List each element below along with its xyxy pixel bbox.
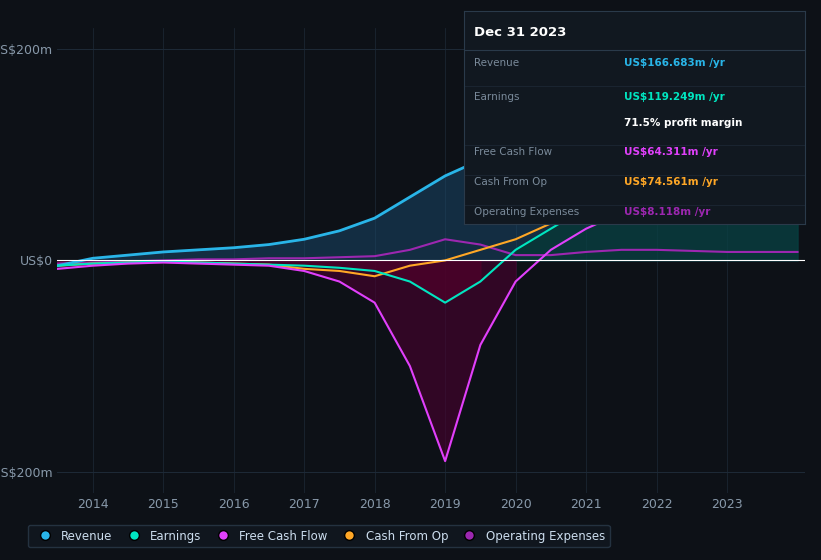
Text: Revenue: Revenue [474,58,519,68]
Text: Dec 31 2023: Dec 31 2023 [474,26,566,39]
Text: Cash From Op: Cash From Op [474,177,547,187]
Legend: Revenue, Earnings, Free Cash Flow, Cash From Op, Operating Expenses: Revenue, Earnings, Free Cash Flow, Cash … [28,525,610,547]
Text: US$64.311m /yr: US$64.311m /yr [624,147,718,157]
Text: US$119.249m /yr: US$119.249m /yr [624,92,725,102]
Text: US$166.683m /yr: US$166.683m /yr [624,58,725,68]
Text: 71.5% profit margin: 71.5% profit margin [624,118,742,128]
Text: Free Cash Flow: Free Cash Flow [474,147,553,157]
Text: US$8.118m /yr: US$8.118m /yr [624,207,710,217]
Text: Operating Expenses: Operating Expenses [474,207,580,217]
Text: US$74.561m /yr: US$74.561m /yr [624,177,718,187]
Text: Earnings: Earnings [474,92,520,102]
